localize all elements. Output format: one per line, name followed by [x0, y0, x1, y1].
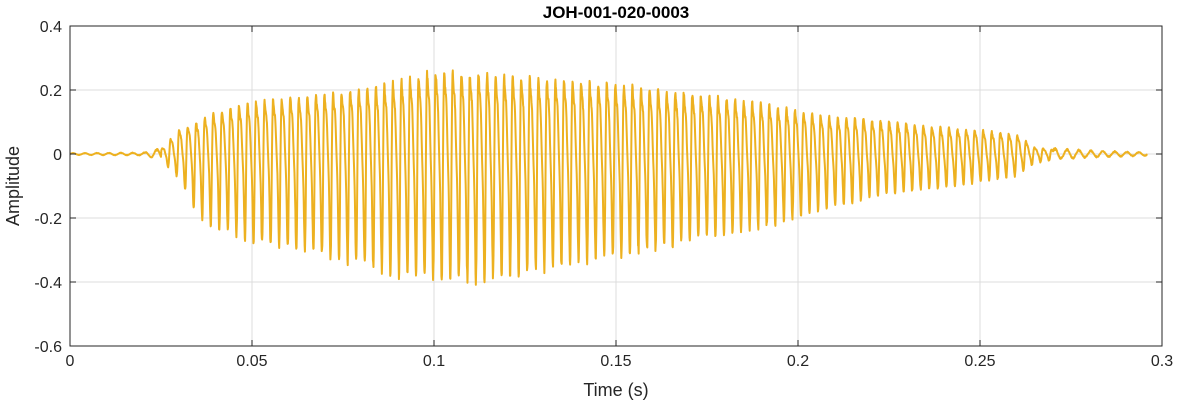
x-tick-labels: 0 0.05 0.1 0.15 0.2 0.25 0.3	[66, 353, 1174, 370]
x-tick-label: 0.05	[236, 353, 267, 370]
series-line	[69, 69, 1149, 286]
y-tick-label: -0.4	[34, 275, 62, 292]
x-tick-label: 0	[66, 353, 75, 370]
x-tick-label: 0.25	[964, 353, 995, 370]
x-axis-label: Time (s)	[583, 380, 648, 400]
x-tick-label: 0.2	[787, 353, 809, 370]
y-axis-label: Amplitude	[3, 146, 23, 226]
series-layer	[69, 69, 1149, 286]
x-tick-label: 0.15	[600, 353, 631, 370]
y-tick-labels: -0.6 -0.4 -0.2 0 0.2 0.4	[34, 19, 62, 356]
ticks	[69, 25, 1163, 347]
y-tick-label: 0	[53, 147, 62, 164]
y-tick-label: -0.6	[34, 339, 62, 356]
y-tick-label: -0.2	[34, 211, 62, 228]
y-tick-label: 0.2	[40, 83, 62, 100]
y-tick-label: 0.4	[40, 19, 62, 36]
chart-title: JOH-001-020-0003	[543, 3, 689, 22]
x-tick-label: 0.1	[423, 353, 445, 370]
x-tick-label: 0.3	[1151, 353, 1173, 370]
